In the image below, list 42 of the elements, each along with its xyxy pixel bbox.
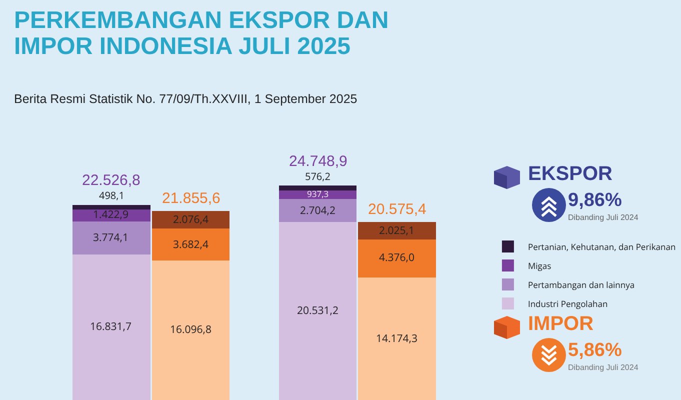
text: Dibanding Juli 2024 xyxy=(568,213,638,222)
data-label: 2.704,2 xyxy=(300,204,336,218)
data-label: 14.174,3 xyxy=(376,332,418,346)
bar xyxy=(358,222,436,240)
bar xyxy=(278,198,357,222)
legend-label: Migas xyxy=(528,260,552,272)
text: 9,86% xyxy=(568,190,622,212)
legend-label: Industri Pengolahan xyxy=(528,298,608,310)
bar xyxy=(72,222,150,254)
data-label: 20.531,2 xyxy=(297,304,338,318)
legend-label: Pertanian, Kehutanan, dan Perikanan xyxy=(528,242,676,253)
total-label: 20.575,4 xyxy=(368,201,426,218)
total-label: 24.748,9 xyxy=(289,153,348,170)
text: EKSPOR xyxy=(528,163,612,186)
bar xyxy=(358,277,436,400)
chart-title: PERKEMBANGAN EKSPOR DAN IMPOR INDONESIA JULI 2025 xyxy=(14,7,390,60)
total-label: 22.526,8 xyxy=(82,172,140,189)
chart-subtitle: Berita Resmi Statistik No. 77/09/Th.XXVIII, 1 September 2025 xyxy=(14,92,358,106)
legend-label: Pertambangan dan lainnya xyxy=(528,280,635,291)
data-label: 576,2 xyxy=(305,169,331,183)
data-label: 16.096,8 xyxy=(170,323,212,337)
data-label: 3.682,4 xyxy=(173,238,208,252)
bar xyxy=(278,186,357,191)
data-label: 4.376,0 xyxy=(379,251,414,265)
text: 5,86% xyxy=(568,340,622,362)
bar xyxy=(72,204,150,210)
bar xyxy=(152,260,230,400)
bar xyxy=(72,254,150,400)
text: IMPOR xyxy=(528,313,594,336)
bar xyxy=(152,228,230,261)
data-label: 1.422,9 xyxy=(93,208,128,222)
bar xyxy=(278,190,357,199)
data-label: 937,3 xyxy=(307,189,329,200)
total-label: 21.855,6 xyxy=(162,190,220,207)
data-label: 2.076,4 xyxy=(173,213,208,227)
bar xyxy=(278,222,357,400)
data-label: 2.025,1 xyxy=(379,224,414,238)
data-label: 3.774,1 xyxy=(93,231,128,245)
text: Dibanding Juli 2024 xyxy=(568,363,638,372)
bar xyxy=(358,239,436,278)
data-label: 498,1 xyxy=(99,188,124,202)
data-label: 16.831,7 xyxy=(90,320,132,334)
